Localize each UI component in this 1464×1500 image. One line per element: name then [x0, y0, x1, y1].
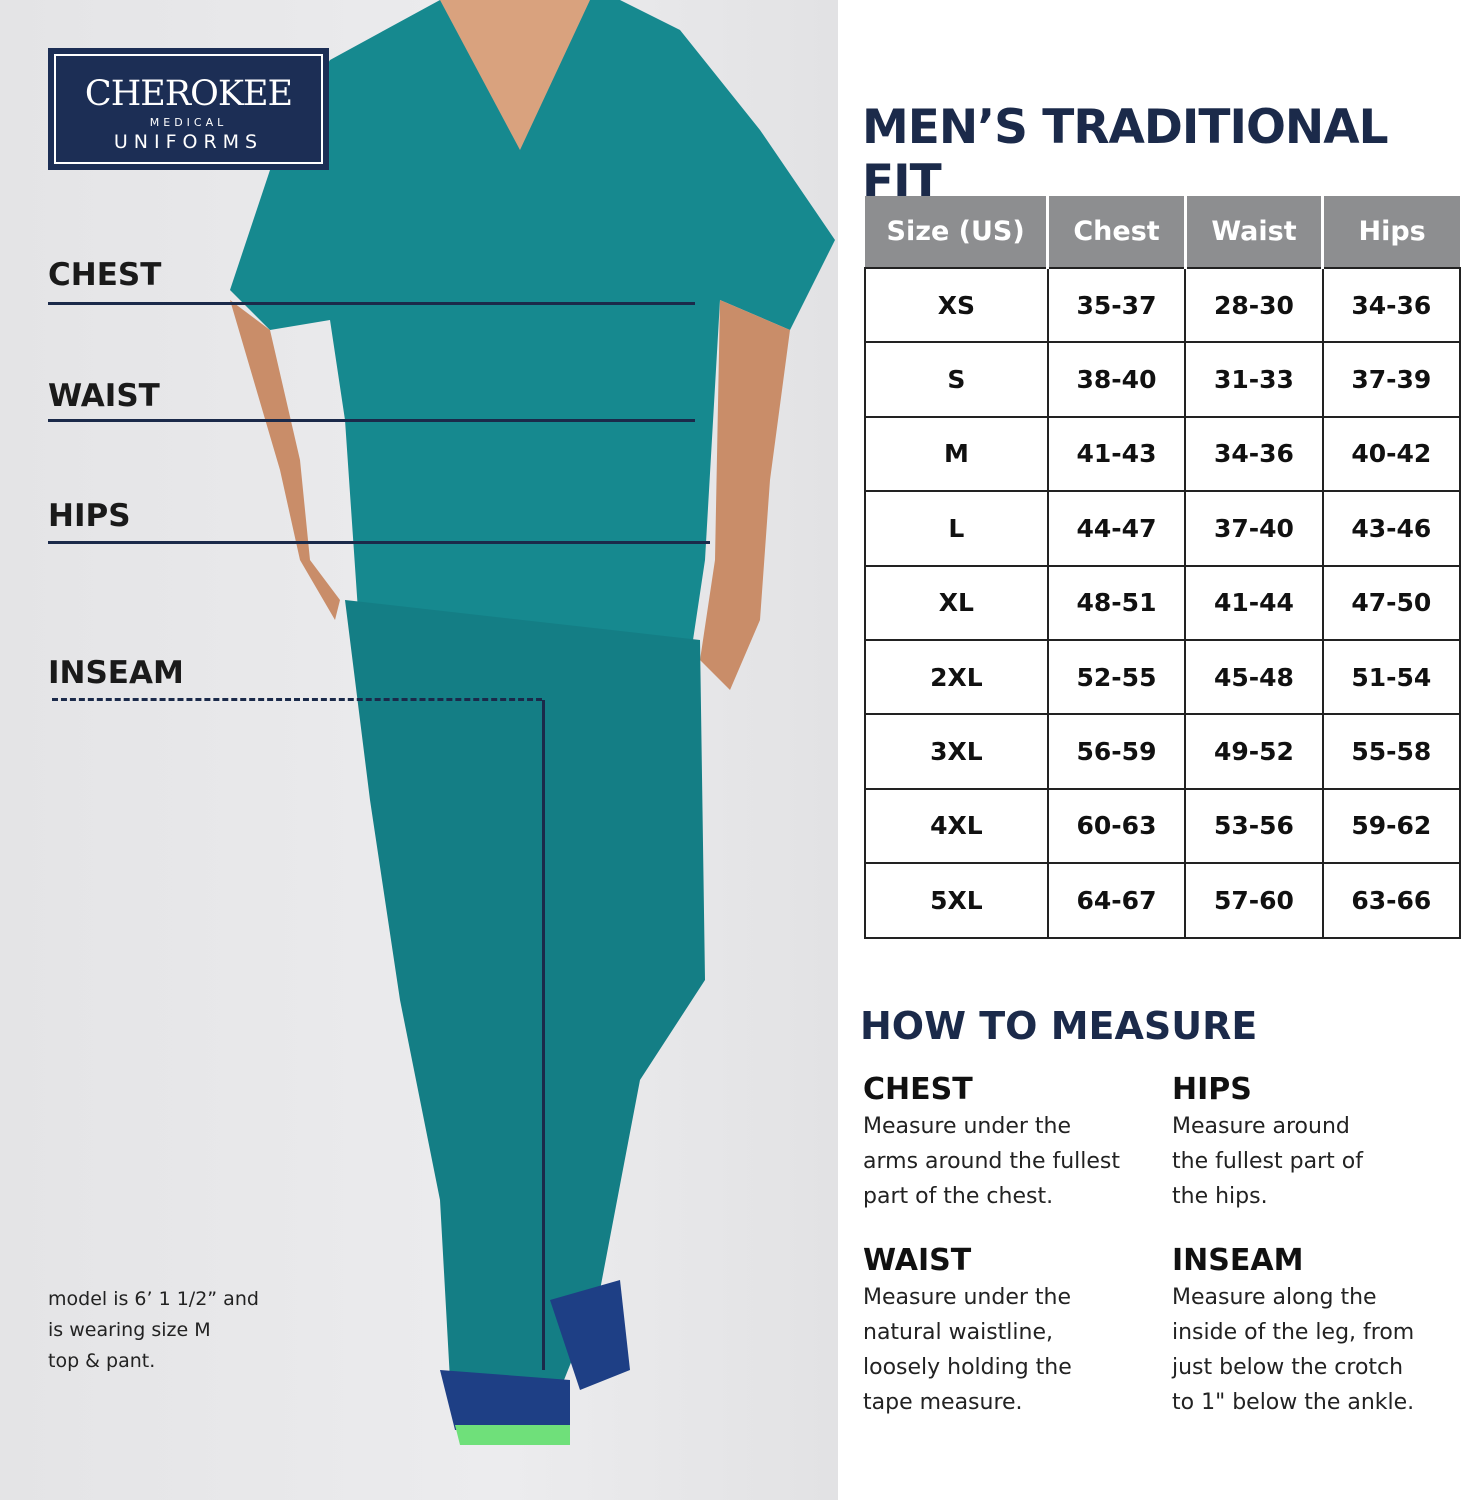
table-cell: 34-36 [1321, 266, 1462, 344]
measure-text: tape measure. [863, 1390, 1023, 1415]
inseam-label: INSEAM [48, 655, 184, 691]
measure-text: the fullest part of [1172, 1149, 1363, 1174]
table-cell: L [864, 490, 1049, 567]
model-photo-panel: CHEROKEE MEDICAL UNIFORMS CHEST WAIST HI… [0, 0, 838, 1500]
measure-heading: HIPS [1172, 1072, 1252, 1107]
logo-brand: CHEROKEE [84, 74, 293, 114]
measure-heading: WAIST [863, 1243, 972, 1278]
table-cell: XL [864, 564, 1049, 641]
table-cell: 3XL [864, 713, 1049, 790]
measure-text: just below the crotch [1172, 1355, 1404, 1380]
measure-text: Measure under the [863, 1114, 1072, 1139]
chest-label: CHEST [48, 257, 162, 293]
table-cell: 59-62 [1321, 787, 1462, 865]
table-cell: 47-50 [1321, 564, 1462, 641]
table-cell: XS [864, 266, 1049, 344]
hips-line [48, 541, 710, 544]
waist-label: WAIST [48, 378, 160, 414]
measure-text: Measure around [1172, 1114, 1350, 1139]
table-row: 3XL 56-59 49-52 55-58 [864, 713, 1462, 790]
page-title: MEN’S TRADITIONAL FIT [862, 100, 1389, 210]
measure-text: arms around the fullest [863, 1149, 1121, 1174]
measure-chest: CHEST Measure under the arms around the fu… [863, 1072, 1153, 1214]
table-cell: 28-30 [1184, 266, 1324, 344]
table-cell: 34-36 [1184, 415, 1324, 493]
table-cell: 60-63 [1046, 787, 1187, 865]
table-cell: 2XL [864, 638, 1049, 716]
table-cell: 37-39 [1321, 341, 1462, 418]
table-cell: 4XL [864, 787, 1049, 865]
measure-text: inside of the leg, from [1172, 1320, 1415, 1345]
table-cell: 52-55 [1046, 638, 1187, 716]
table-cell: 5XL [864, 862, 1049, 939]
table-row: 5XL 64-67 57-60 63-66 [864, 862, 1462, 939]
measure-heading: CHEST [863, 1072, 973, 1107]
inseam-dashed-line [52, 698, 542, 701]
table-cell: 51-54 [1321, 638, 1462, 716]
column-header: Size (US) [865, 196, 1048, 268]
table-row: S 38-40 31-33 37-39 [864, 341, 1462, 418]
table-cell: 56-59 [1046, 713, 1187, 790]
table-row: 2XL 52-55 45-48 51-54 [864, 638, 1462, 716]
column-header: Hips [1321, 196, 1460, 268]
table-cell: 38-40 [1046, 341, 1187, 418]
table-cell: 49-52 [1184, 713, 1324, 790]
logo-line2: UNIFORMS [113, 131, 264, 153]
measure-text: natural waistline, [863, 1320, 1053, 1345]
model-note-line: model is 6’ 1 1/2” and [48, 1288, 259, 1310]
waist-line [48, 419, 695, 422]
table-cell: 57-60 [1184, 862, 1324, 939]
table-cell: 44-47 [1046, 490, 1187, 567]
table-row: XS 35-37 28-30 34-36 [864, 266, 1462, 344]
table-cell: 64-67 [1046, 862, 1187, 939]
table-cell: 35-37 [1046, 266, 1187, 344]
measure-text: the hips. [1172, 1184, 1268, 1209]
model-note-line: top & pant. [48, 1350, 156, 1372]
table-row: XL 48-51 41-44 47-50 [864, 564, 1462, 641]
cherokee-logo: CHEROKEE MEDICAL UNIFORMS [48, 48, 329, 170]
table-cell: 40-42 [1321, 415, 1462, 493]
measure-text: to 1" below the ankle. [1172, 1390, 1415, 1415]
table-row: L 44-47 37-40 43-46 [864, 490, 1462, 567]
table-cell: 48-51 [1046, 564, 1187, 641]
hips-label: HIPS [48, 498, 131, 534]
table-row: M 41-43 34-36 40-42 [864, 415, 1462, 493]
measure-text: loosely holding the [863, 1355, 1072, 1380]
table-cell: 31-33 [1184, 341, 1324, 418]
model-note: model is 6’ 1 1/2” and is wearing size M… [48, 1284, 259, 1377]
size-table: Size (US) Chest Waist Hips XS 35-37 28-30 34-36… [864, 196, 1462, 939]
column-header: Chest [1046, 196, 1186, 268]
measure-text: part of the chest. [863, 1184, 1054, 1209]
measure-heading: INSEAM [1172, 1243, 1304, 1278]
model-note-line: is wearing size M [48, 1319, 211, 1341]
table-cell: 41-43 [1046, 415, 1187, 493]
measure-hips: HIPS Measure around the fullest part of the… [1172, 1072, 1462, 1214]
inseam-vertical-line [542, 700, 545, 1370]
measure-inseam: INSEAM Measure along the inside of the leg… [1172, 1243, 1462, 1420]
table-cell: 41-44 [1184, 564, 1324, 641]
table-cell: 63-66 [1321, 862, 1462, 939]
table-cell: 37-40 [1184, 490, 1324, 567]
measure-waist: WAIST Measure under the natural waistline,… [863, 1243, 1153, 1420]
table-cell: 45-48 [1184, 638, 1324, 716]
table-row: 4XL 60-63 53-56 59-62 [864, 787, 1462, 865]
chest-line [48, 302, 695, 305]
logo-sub: MEDICAL [149, 116, 228, 129]
column-header: Waist [1183, 196, 1323, 268]
model-illustration [230, 0, 835, 1445]
measure-text: Measure under the [863, 1285, 1072, 1310]
table-cell: 55-58 [1321, 713, 1462, 790]
table-cell: S [864, 341, 1049, 418]
how-to-measure-title: HOW TO MEASURE [860, 1004, 1258, 1048]
table-cell: M [864, 415, 1049, 493]
table-cell: 53-56 [1184, 787, 1324, 865]
measure-text: Measure along the [1172, 1285, 1377, 1310]
table-cell: 43-46 [1321, 490, 1462, 567]
